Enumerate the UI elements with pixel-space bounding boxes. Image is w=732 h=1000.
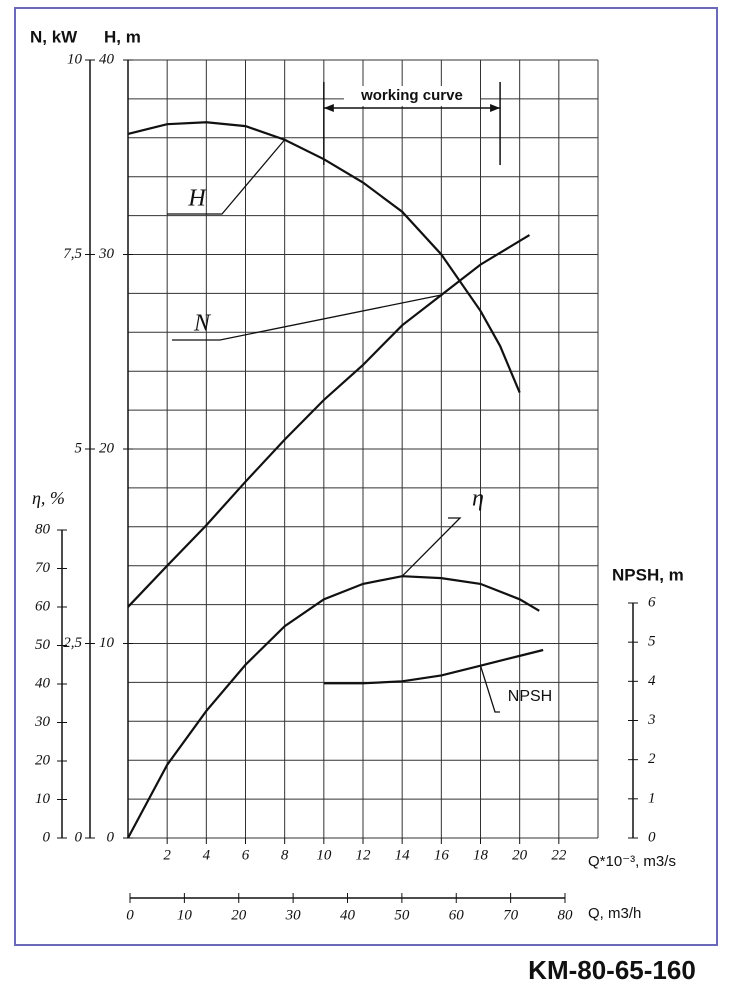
x-tick-label: 20 (512, 847, 528, 863)
y2-tick-label: 7,5 (63, 246, 82, 262)
x-tick-label: 12 (356, 847, 372, 863)
series-label: H (187, 186, 207, 212)
x2-tick-label: 70 (503, 907, 519, 923)
y-tick-label: 10 (99, 635, 115, 651)
y-tick-label: 20 (99, 440, 115, 456)
y4-tick-label: 3 (647, 712, 656, 728)
chart-title: KM-80-65-160 (528, 955, 696, 985)
y2-tick-label: 5 (75, 440, 83, 456)
y-tick-label: 40 (99, 51, 115, 67)
y-tick-label: 0 (107, 829, 115, 845)
x2-axis-title: Q, m3/h (588, 905, 641, 922)
y3-tick-label: 30 (34, 714, 51, 730)
y4-tick-label: 2 (648, 751, 656, 767)
y4-tick-label: 6 (648, 594, 656, 610)
x-tick-label: 6 (242, 847, 250, 863)
leader-line (479, 665, 500, 713)
y3-tick-label: 40 (35, 675, 51, 691)
y3-tick-label: 80 (35, 521, 51, 537)
x-tick-label: 16 (434, 847, 450, 863)
y4-axis-title: NPSH, m (612, 565, 684, 584)
annotation-bg (343, 86, 480, 106)
x2-tick-label: 20 (231, 907, 247, 923)
series-label: N (193, 311, 212, 337)
series-label: NPSH (508, 688, 552, 705)
y4-tick-label: 1 (648, 790, 656, 806)
y2-axis-title: N, kW (30, 27, 78, 46)
y-axis-title: H, m (104, 27, 141, 46)
series-line (127, 121, 521, 394)
x2-tick-label: 80 (558, 907, 574, 923)
y-tick-label: 30 (98, 246, 115, 262)
y3-tick-label: 20 (35, 752, 51, 768)
x-tick-label: 2 (163, 847, 171, 863)
y2-tick-label: 10 (67, 51, 83, 67)
x-axis-title: Q*10⁻³, m3/s (588, 853, 676, 870)
y3-axis-title: η, % (32, 488, 65, 508)
y2-tick-label: 0 (75, 829, 83, 845)
x-tick-label: 4 (203, 847, 211, 863)
y4-tick-label: 4 (648, 673, 656, 689)
y3-tick-label: 50 (35, 637, 51, 653)
series-label: η (472, 486, 484, 512)
x2-tick-label: 50 (394, 907, 410, 923)
leader-line (167, 139, 286, 215)
leader-line (172, 294, 442, 341)
y3-tick-label: 10 (35, 791, 51, 807)
x-tick-label: 10 (316, 847, 332, 863)
x2-tick-label: 30 (285, 907, 302, 923)
y3-tick-label: 70 (35, 560, 51, 576)
x2-tick-label: 10 (177, 907, 193, 923)
x-tick-label: 18 (473, 847, 489, 863)
y3-tick-label: 0 (43, 829, 51, 845)
x-tick-label: 8 (281, 847, 289, 863)
annotation: working curve (360, 87, 463, 104)
y3-tick-label: 60 (35, 598, 51, 614)
series-line (127, 234, 531, 608)
leader-line (401, 517, 462, 577)
frame (14, 7, 718, 946)
series-line (323, 648, 544, 685)
x-tick-label: 14 (395, 847, 411, 863)
y2-tick-label: 2,5 (63, 635, 82, 651)
y4-tick-label: 5 (648, 634, 656, 650)
x-tick-label: 22 (551, 847, 567, 863)
y4-tick-label: 0 (648, 829, 656, 845)
x2-tick-label: 60 (449, 907, 465, 923)
x2-tick-label: 40 (340, 907, 356, 923)
x2-tick-label: 0 (126, 907, 134, 923)
series-line (127, 575, 540, 839)
